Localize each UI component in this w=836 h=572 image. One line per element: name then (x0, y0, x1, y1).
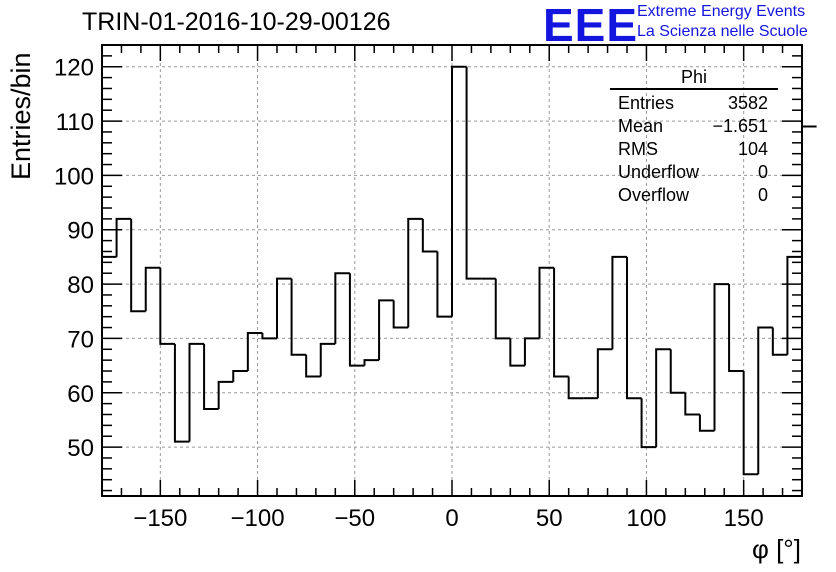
histogram-bin (144, 266, 161, 312)
y-tick-label: 110 (56, 109, 94, 136)
histogram-bin (684, 392, 700, 416)
histogram-bin (596, 348, 613, 399)
histogram-bin (698, 414, 715, 432)
stats-row-mean: Mean −1.651 (610, 115, 778, 138)
stats-histogram-name: Phi (680, 67, 707, 87)
histogram-bin (655, 348, 671, 448)
stats-value: 0 (757, 185, 768, 205)
histogram-bin (276, 277, 292, 339)
stats-label: Mean (618, 116, 664, 136)
histogram-bin (728, 284, 744, 373)
stats-value: 3582 (727, 93, 768, 113)
y-tick-label: 90 (67, 218, 94, 245)
x-tick-label: 100 (626, 505, 666, 532)
stats-label: RMS (618, 139, 658, 159)
histogram-bin (451, 65, 467, 317)
chart-title: TRIN-01-2016-10-29-00126 (82, 8, 391, 36)
histogram-bin (421, 218, 438, 253)
histogram-bin (173, 343, 190, 443)
logo-caption-line2: La Scienza nelle Scuole (637, 23, 808, 40)
histogram-bin (261, 332, 277, 340)
histogram-bin (538, 266, 555, 339)
histogram-bin (334, 272, 350, 344)
stats-label: Underflow (618, 162, 700, 182)
histogram-bin (713, 283, 730, 431)
x-tick-label: −50 (334, 505, 375, 532)
histogram-bin (378, 299, 394, 361)
x-tick-label: −100 (231, 505, 285, 532)
y-tick-label: 70 (67, 326, 94, 353)
x-tick-label: 150 (724, 505, 764, 532)
histogram-bin (407, 217, 423, 328)
histogram-bin (801, 125, 817, 257)
stats-row-rms: RMS 104 (610, 138, 778, 161)
stats-row-overflow: Overflow 0 (610, 184, 778, 207)
histogram-bin (757, 326, 773, 475)
histogram-bin (626, 256, 642, 400)
histogram-bin (567, 376, 584, 400)
stats-value: 104 (737, 139, 768, 159)
stats-value: 0 (757, 162, 768, 182)
histogram-bin (523, 337, 540, 366)
y-tick-label: 100 (54, 163, 94, 190)
histogram-bin (246, 331, 263, 372)
histogram-bin (217, 380, 234, 410)
histogram-bin (392, 300, 409, 329)
histogram-bin (232, 370, 248, 382)
histogram-bin (553, 267, 569, 378)
histogram-bin (494, 278, 511, 340)
x-tick-label: −150 (133, 505, 187, 532)
eee-logo: EEE (543, 0, 639, 51)
y-tick-label: 50 (67, 435, 94, 462)
stats-row-underflow: Underflow 0 (610, 161, 778, 184)
y-tick-label: 120 (54, 55, 94, 82)
histogram-bin (509, 338, 525, 367)
stats-box: Phi Entries 3582 Mean −1.651 RMS 104 Und… (610, 66, 778, 207)
histogram-bin (159, 267, 175, 345)
histogram-bin (101, 255, 117, 496)
histogram-bin (290, 278, 307, 356)
histogram-bin (771, 327, 788, 356)
histogram-bin (305, 354, 321, 378)
y-axis-label: Entries/bin (6, 52, 36, 180)
x-tick-label: 0 (445, 505, 458, 532)
histogram-bin (465, 66, 482, 280)
logo-caption-line1: Extreme Energy Events (637, 3, 806, 20)
histogram-bin (188, 342, 205, 442)
histogram-bin (669, 349, 686, 394)
histogram-bin (130, 218, 146, 313)
histogram-bin (348, 273, 365, 367)
stats-divider (610, 88, 778, 90)
histogram-bin (436, 251, 452, 318)
stats-row-entries: Entries 3582 (610, 92, 778, 115)
stats-value: −1.651 (712, 116, 768, 136)
histogram-bin (115, 217, 132, 257)
histogram-bin (203, 343, 219, 411)
histogram-bin (640, 398, 657, 449)
x-tick-label: 50 (536, 505, 563, 532)
y-tick-label: 60 (67, 381, 94, 408)
y-tick-label: 80 (67, 272, 94, 299)
stats-label: Overflow (618, 185, 690, 205)
stats-label: Entries (618, 93, 675, 113)
histogram-bin (319, 342, 336, 377)
x-axis-label: φ [°] (752, 534, 801, 564)
histogram-bin (363, 359, 380, 366)
histogram-bin (742, 371, 759, 476)
histogram-bin (786, 255, 802, 355)
histogram-bin (611, 255, 627, 350)
